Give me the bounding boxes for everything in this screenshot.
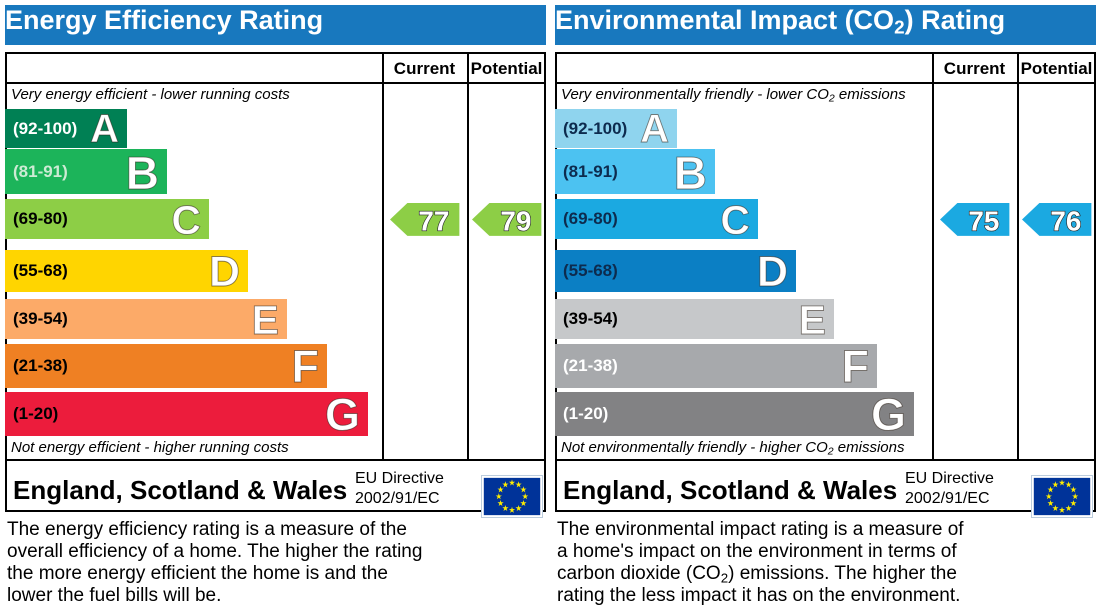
svg-text:75: 75: [968, 205, 999, 236]
svg-text:77: 77: [418, 205, 449, 236]
svg-text:76: 76: [1050, 205, 1081, 236]
svg-text:79: 79: [500, 205, 531, 236]
